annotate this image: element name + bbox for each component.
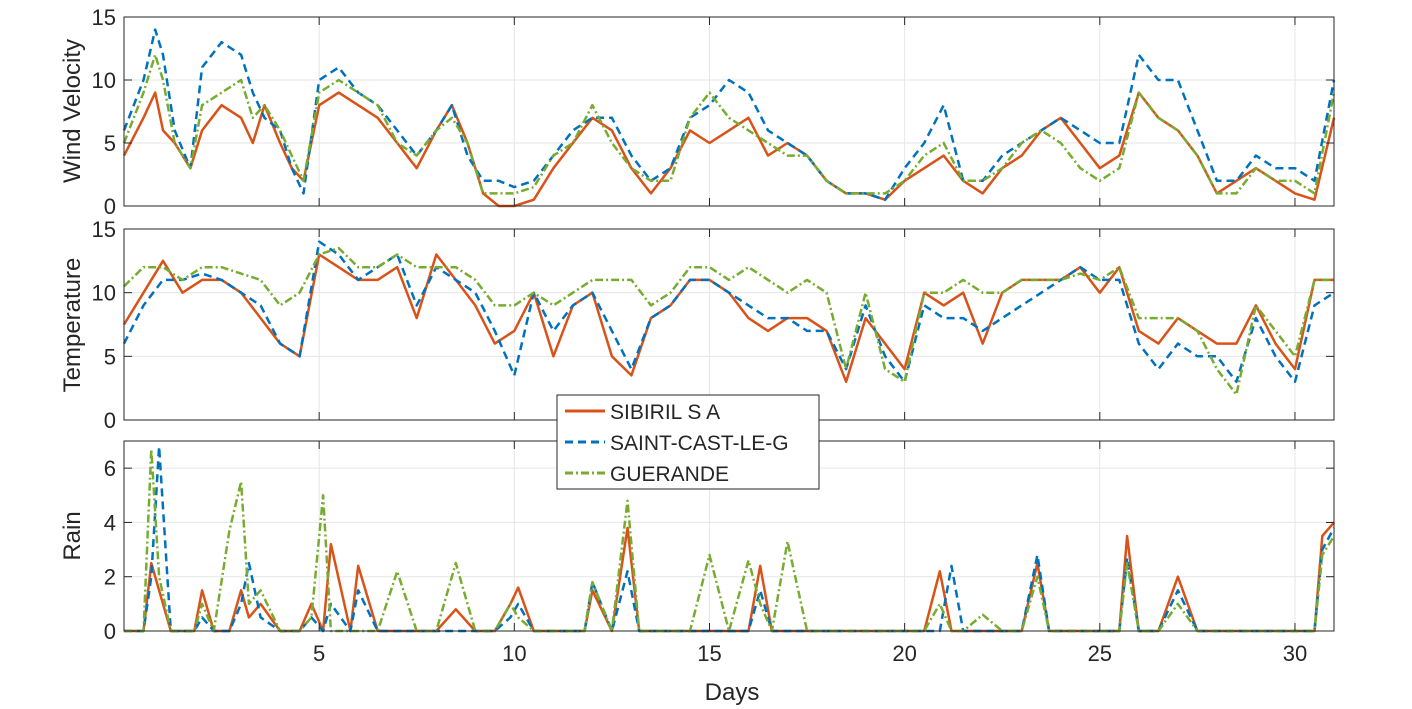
- series-line-sibiril-s-a: [122, 91, 1336, 208]
- legend-entry: GUERANDE: [565, 463, 729, 486]
- y-tick-label: 10: [92, 68, 116, 93]
- x-tick-label: 30: [1283, 641, 1307, 666]
- wind-yticks: 0 5 10 15: [92, 5, 1334, 219]
- series-line-saint-cast-le-g: [122, 240, 1335, 384]
- x-tick-label: 5: [313, 641, 325, 666]
- wind-series: [122, 28, 1336, 208]
- rain-panel: 0 2 4 6 5 10 15 20 25 30 Rain Days: [59, 440, 1336, 706]
- y-tick-label: 10: [92, 281, 116, 306]
- wind-panel: 0 5 10 15 Wind Velocity: [59, 5, 1336, 219]
- x-tick-label: 25: [1088, 641, 1112, 666]
- temperature-ylabel: Temperature: [59, 258, 86, 393]
- x-tick-label: 10: [502, 641, 526, 666]
- x-tick-label: 15: [697, 641, 721, 666]
- y-tick-label: 5: [104, 131, 116, 156]
- y-tick-label: 15: [92, 5, 116, 30]
- legend-entry: SIBIRIL S A: [565, 401, 720, 424]
- legend-label: SIBIRIL S A: [610, 401, 720, 424]
- y-tick-label: 15: [92, 217, 116, 242]
- x-tick-label: 20: [892, 641, 916, 666]
- rain-xlabel: Days: [705, 679, 760, 706]
- temperature-series: [122, 240, 1335, 396]
- series-line-guerande: [123, 246, 1334, 396]
- y-tick-label: 4: [104, 510, 116, 535]
- legend-label: SAINT-CAST-LE-G: [610, 432, 789, 455]
- wind-axes-frame: [123, 16, 1335, 207]
- rain-ylabel: Rain: [59, 511, 86, 560]
- y-tick-label: 0: [104, 408, 116, 433]
- legend-entry: SAINT-CAST-LE-G: [565, 432, 789, 455]
- y-tick-label: 5: [104, 344, 116, 369]
- temperature-xticks: [318, 229, 1296, 420]
- legend-label: GUERANDE: [610, 463, 729, 486]
- y-tick-label: 0: [104, 194, 116, 219]
- y-tick-label: 6: [104, 456, 116, 481]
- wind-ylabel: Wind Velocity: [59, 39, 86, 183]
- rain-yticks: 0 2 4 6: [104, 456, 1334, 644]
- temperature-panel: 0 5 10 15 Temperature: [59, 217, 1335, 433]
- y-tick-label: 0: [104, 619, 116, 644]
- y-tick-label: 2: [104, 565, 116, 590]
- legend: SIBIRIL S A SAINT-CAST-LE-G GUERANDE: [556, 394, 820, 490]
- temperature-yticks: 0 5 10 15: [92, 217, 1334, 433]
- wind-xticks: [318, 17, 1296, 206]
- rain-xticks: 5 10 15 20 25 30: [313, 441, 1307, 666]
